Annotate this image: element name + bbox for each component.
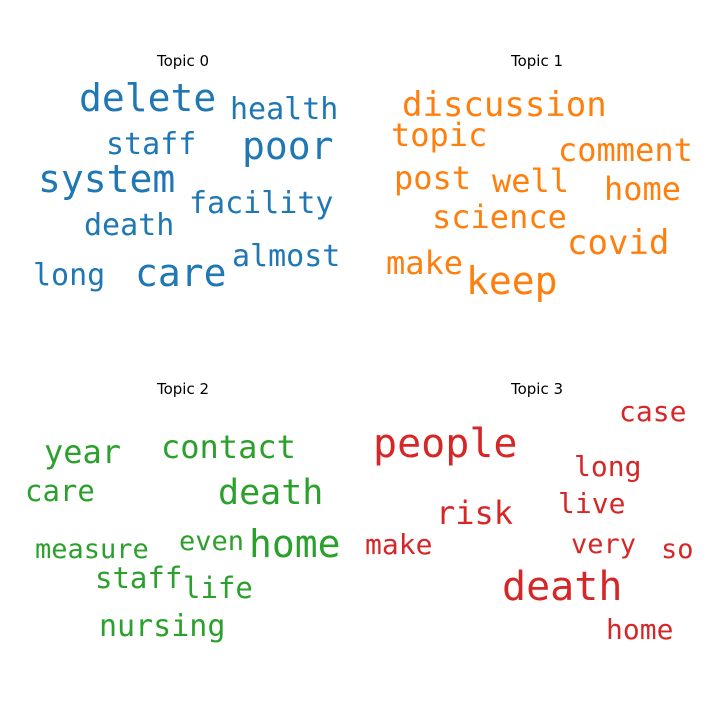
word-1-science: science <box>432 198 567 236</box>
word-3-case: case <box>619 395 686 428</box>
panel-topic-2: Topic 2 contact year death home care measure e… <box>25 380 341 644</box>
panel-topic-3: Topic 3 people death case long risk live make v… <box>365 380 694 646</box>
word-3-live: live <box>558 487 625 520</box>
word-3-so: so <box>661 534 694 565</box>
word-1-topic: topic <box>391 116 487 154</box>
word-3-death: death <box>502 564 622 610</box>
word-2-even: even <box>179 526 244 557</box>
word-0-staff: staff <box>106 127 196 162</box>
word-3-make: make <box>365 528 432 561</box>
word-1-make: make <box>386 244 463 282</box>
word-3-very: very <box>571 529 636 560</box>
word-0-facility: facility <box>189 186 334 221</box>
panel-topic-0: Topic 0 delete poor system care health staff f… <box>33 52 340 295</box>
word-2-year: year <box>44 433 121 471</box>
word-2-care: care <box>25 474 95 508</box>
word-1-post: post <box>394 159 471 197</box>
word-2-measure: measure <box>35 534 149 565</box>
word-0-delete: delete <box>79 76 216 120</box>
word-2-nursing: nursing <box>99 609 225 644</box>
word-0-death: death <box>84 208 174 243</box>
word-0-almost: almost <box>232 239 340 274</box>
word-2-death: death <box>218 473 323 513</box>
word-1-keep: keep <box>466 259 558 303</box>
word-0-poor: poor <box>242 124 334 168</box>
panel-title-topic-3: Topic 3 <box>510 380 563 398</box>
word-1-comment: comment <box>558 131 693 169</box>
word-0-care: care <box>135 251 227 295</box>
panel-title-topic-0: Topic 0 <box>156 52 209 70</box>
word-1-well: well <box>492 162 569 200</box>
panel-topic-1: Topic 1 discussion keep topic comment post we… <box>386 52 693 303</box>
word-0-long: long <box>33 258 105 293</box>
word-2-home: home <box>249 522 341 566</box>
panel-title-topic-1: Topic 1 <box>510 52 563 70</box>
word-3-home: home <box>606 613 673 646</box>
word-0-health: health <box>230 92 338 127</box>
panel-title-topic-2: Topic 2 <box>156 380 209 398</box>
word-3-risk: risk <box>436 494 513 532</box>
word-1-discussion: discussion <box>402 85 607 125</box>
word-0-system: system <box>38 157 175 201</box>
word-3-people: people <box>373 421 518 467</box>
word-2-contact: contact <box>161 428 296 466</box>
word-2-staff: staff <box>95 561 182 595</box>
word-1-home: home <box>604 170 681 208</box>
word-1-covid: covid <box>567 223 669 263</box>
word-3-long: long <box>574 450 641 483</box>
word-2-life: life <box>183 571 253 605</box>
